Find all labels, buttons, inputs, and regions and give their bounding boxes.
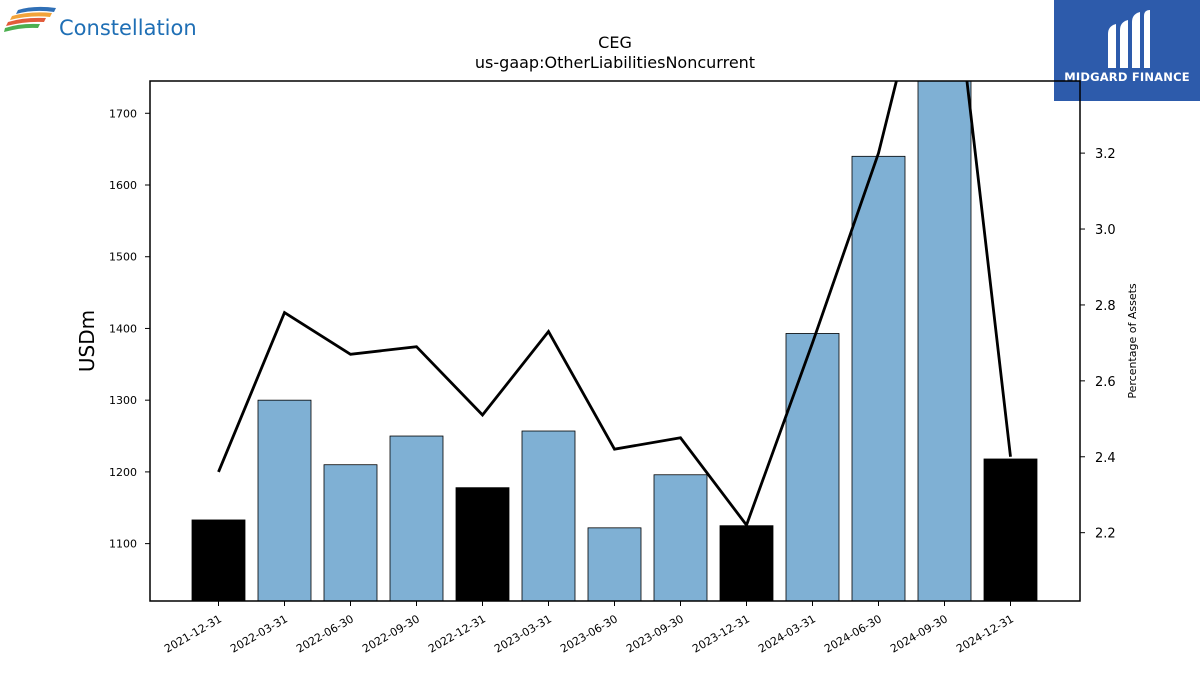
x-tick-label: 2024-06-30 <box>822 612 884 655</box>
bar-2022-06-30 <box>323 464 378 601</box>
chart-subtitle: us-gaap:OtherLiabilitiesNoncurrent <box>475 53 755 72</box>
bar-2023-09-30 <box>653 474 708 601</box>
bar-2022-03-31 <box>257 399 312 601</box>
bar-2023-06-30 <box>587 527 642 601</box>
x-tick-label: 2024-09-30 <box>888 612 950 655</box>
x-tick-label: 2022-06-30 <box>294 612 356 655</box>
bar-series <box>191 81 1038 601</box>
x-tick-label: 2023-09-30 <box>624 612 686 655</box>
constellation-logo: Constellation <box>4 4 224 48</box>
bar-2021-12-31 <box>191 519 246 601</box>
y-tick-label: 1600 <box>109 179 137 192</box>
y2-tick-label: 2.6 <box>1095 375 1116 390</box>
constellation-brand-text: Constellation <box>59 16 197 40</box>
bar-2022-12-31 <box>455 487 510 601</box>
x-tick-label: 2022-12-31 <box>426 612 488 655</box>
percentage-line <box>217 81 1012 528</box>
right-axis: 2.2 2.4 2.6 2.8 3.0 3.2 <box>1080 147 1116 542</box>
x-tick-label: 2021-12-31 <box>162 612 224 655</box>
y-tick-label: 1700 <box>109 107 137 120</box>
y-tick-label: 1200 <box>109 466 137 479</box>
bar-2024-09-30 <box>917 81 972 601</box>
x-axis: 2021-12-31 2022-03-31 2022-06-30 2022-09-30… <box>162 601 1016 656</box>
y-tick-label: 1300 <box>109 394 137 407</box>
y-tick-label: 1100 <box>109 538 137 551</box>
bar-2024-12-31 <box>983 458 1038 601</box>
x-tick-label: 2023-12-31 <box>690 612 752 655</box>
y-tick-label: 1400 <box>109 322 137 335</box>
left-axis-label: USDm <box>75 310 99 372</box>
line-series <box>217 81 1012 528</box>
bar-2023-03-31 <box>521 430 576 601</box>
midgard-brand-text: MIDGARD FINANCE <box>1064 70 1190 84</box>
x-tick-label: 2023-03-31 <box>492 612 554 655</box>
constellation-swoosh-icon <box>4 6 56 32</box>
chart-title: CEG <box>598 33 632 52</box>
y2-tick-label: 3.0 <box>1095 223 1116 238</box>
y2-tick-label: 2.4 <box>1095 451 1116 466</box>
bar-2024-06-30 <box>851 155 906 601</box>
x-tick-label: 2022-09-30 <box>360 612 422 655</box>
x-tick-label: 2024-12-31 <box>954 612 1016 655</box>
x-tick-label: 2024-03-31 <box>756 612 818 655</box>
midgard-finance-logo: MIDGARD FINANCE <box>1054 0 1200 101</box>
x-tick-label: 2023-06-30 <box>558 612 620 655</box>
y2-tick-label: 2.2 <box>1095 527 1116 542</box>
right-axis-label: Percentage of Assets <box>1126 283 1139 399</box>
bar-2022-09-30 <box>389 435 444 601</box>
x-tick-label: 2022-03-31 <box>228 612 290 655</box>
y2-tick-label: 2.8 <box>1095 299 1116 314</box>
bar-2023-12-31 <box>719 525 774 601</box>
midgard-emblem-icon <box>1108 10 1150 68</box>
y2-tick-label: 3.2 <box>1095 147 1116 162</box>
y-tick-label: 1500 <box>109 251 137 264</box>
left-axis: 1100 1200 1300 1400 1500 1600 1700 <box>109 107 150 551</box>
bar-2024-03-31 <box>785 333 840 601</box>
